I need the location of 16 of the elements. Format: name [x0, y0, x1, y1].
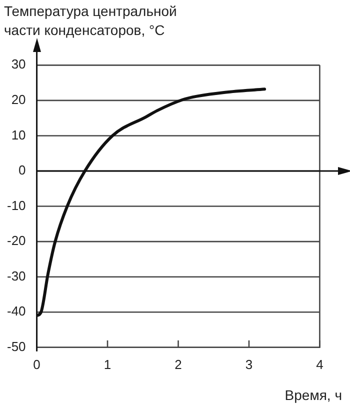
- y-tick-label: -50: [6, 338, 26, 354]
- y-axis-title: Температура центральной части конденсаторов, °C: [4, 2, 178, 40]
- y-tick-label: 30: [11, 56, 26, 72]
- y-tick-label: 10: [11, 127, 26, 142]
- y-tick-label: -10: [6, 198, 26, 213]
- y-tick-label: 0: [18, 162, 26, 178]
- y-tick-label: -40: [6, 304, 26, 319]
- y-tick-label: 20: [11, 92, 26, 108]
- x-tick-label: 0: [33, 356, 40, 372]
- x-tick-label: 2: [174, 356, 182, 372]
- y-tick-label: -30: [6, 268, 26, 284]
- x-axis-title: Время, ч: [284, 387, 342, 403]
- x-tick-label: 3: [245, 356, 253, 372]
- x-tick-label: 4: [316, 356, 324, 372]
- x-tick-label: 1: [104, 356, 112, 372]
- y-tick-label: -20: [6, 233, 26, 248]
